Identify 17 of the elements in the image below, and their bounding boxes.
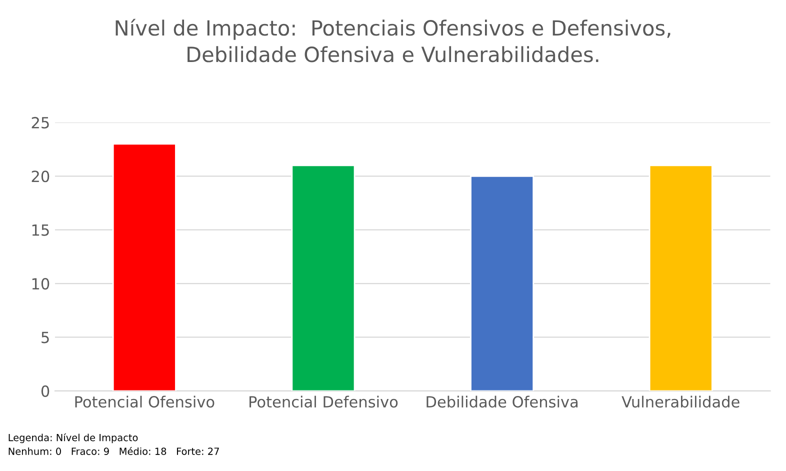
x-tick-label: Potencial Defensivo bbox=[250, 396, 398, 408]
x-tick-label: Debilidade Ofensiva bbox=[426, 396, 578, 408]
y-tick-label: 10 bbox=[32, 278, 50, 290]
y-tick-label: 20 bbox=[32, 170, 50, 182]
bar bbox=[291, 164, 356, 391]
text: Nenhum: 0 Fraco: 9 Médio: 18 Forte: 27 bbox=[8, 447, 219, 455]
y-tick-label: 5 bbox=[42, 332, 49, 344]
bar bbox=[112, 143, 176, 391]
text: Legenda: Nível de Impacto bbox=[8, 433, 138, 444]
chart-title: Nível de Impacto: Potenciais Ofensivos e Defensivos, Debilidade Ofensiva e Vulnerabilidades. bbox=[116, 18, 670, 62]
bar bbox=[648, 164, 713, 391]
y-tick-label: 15 bbox=[32, 224, 49, 236]
x-tick-label: Potencial Ofensivo bbox=[75, 396, 214, 408]
y-tick-label: 25 bbox=[32, 116, 49, 128]
y-tick-label: 0 bbox=[41, 385, 50, 397]
x-tick-label: Vulnerabilidade bbox=[622, 396, 740, 408]
bar bbox=[470, 175, 534, 391]
